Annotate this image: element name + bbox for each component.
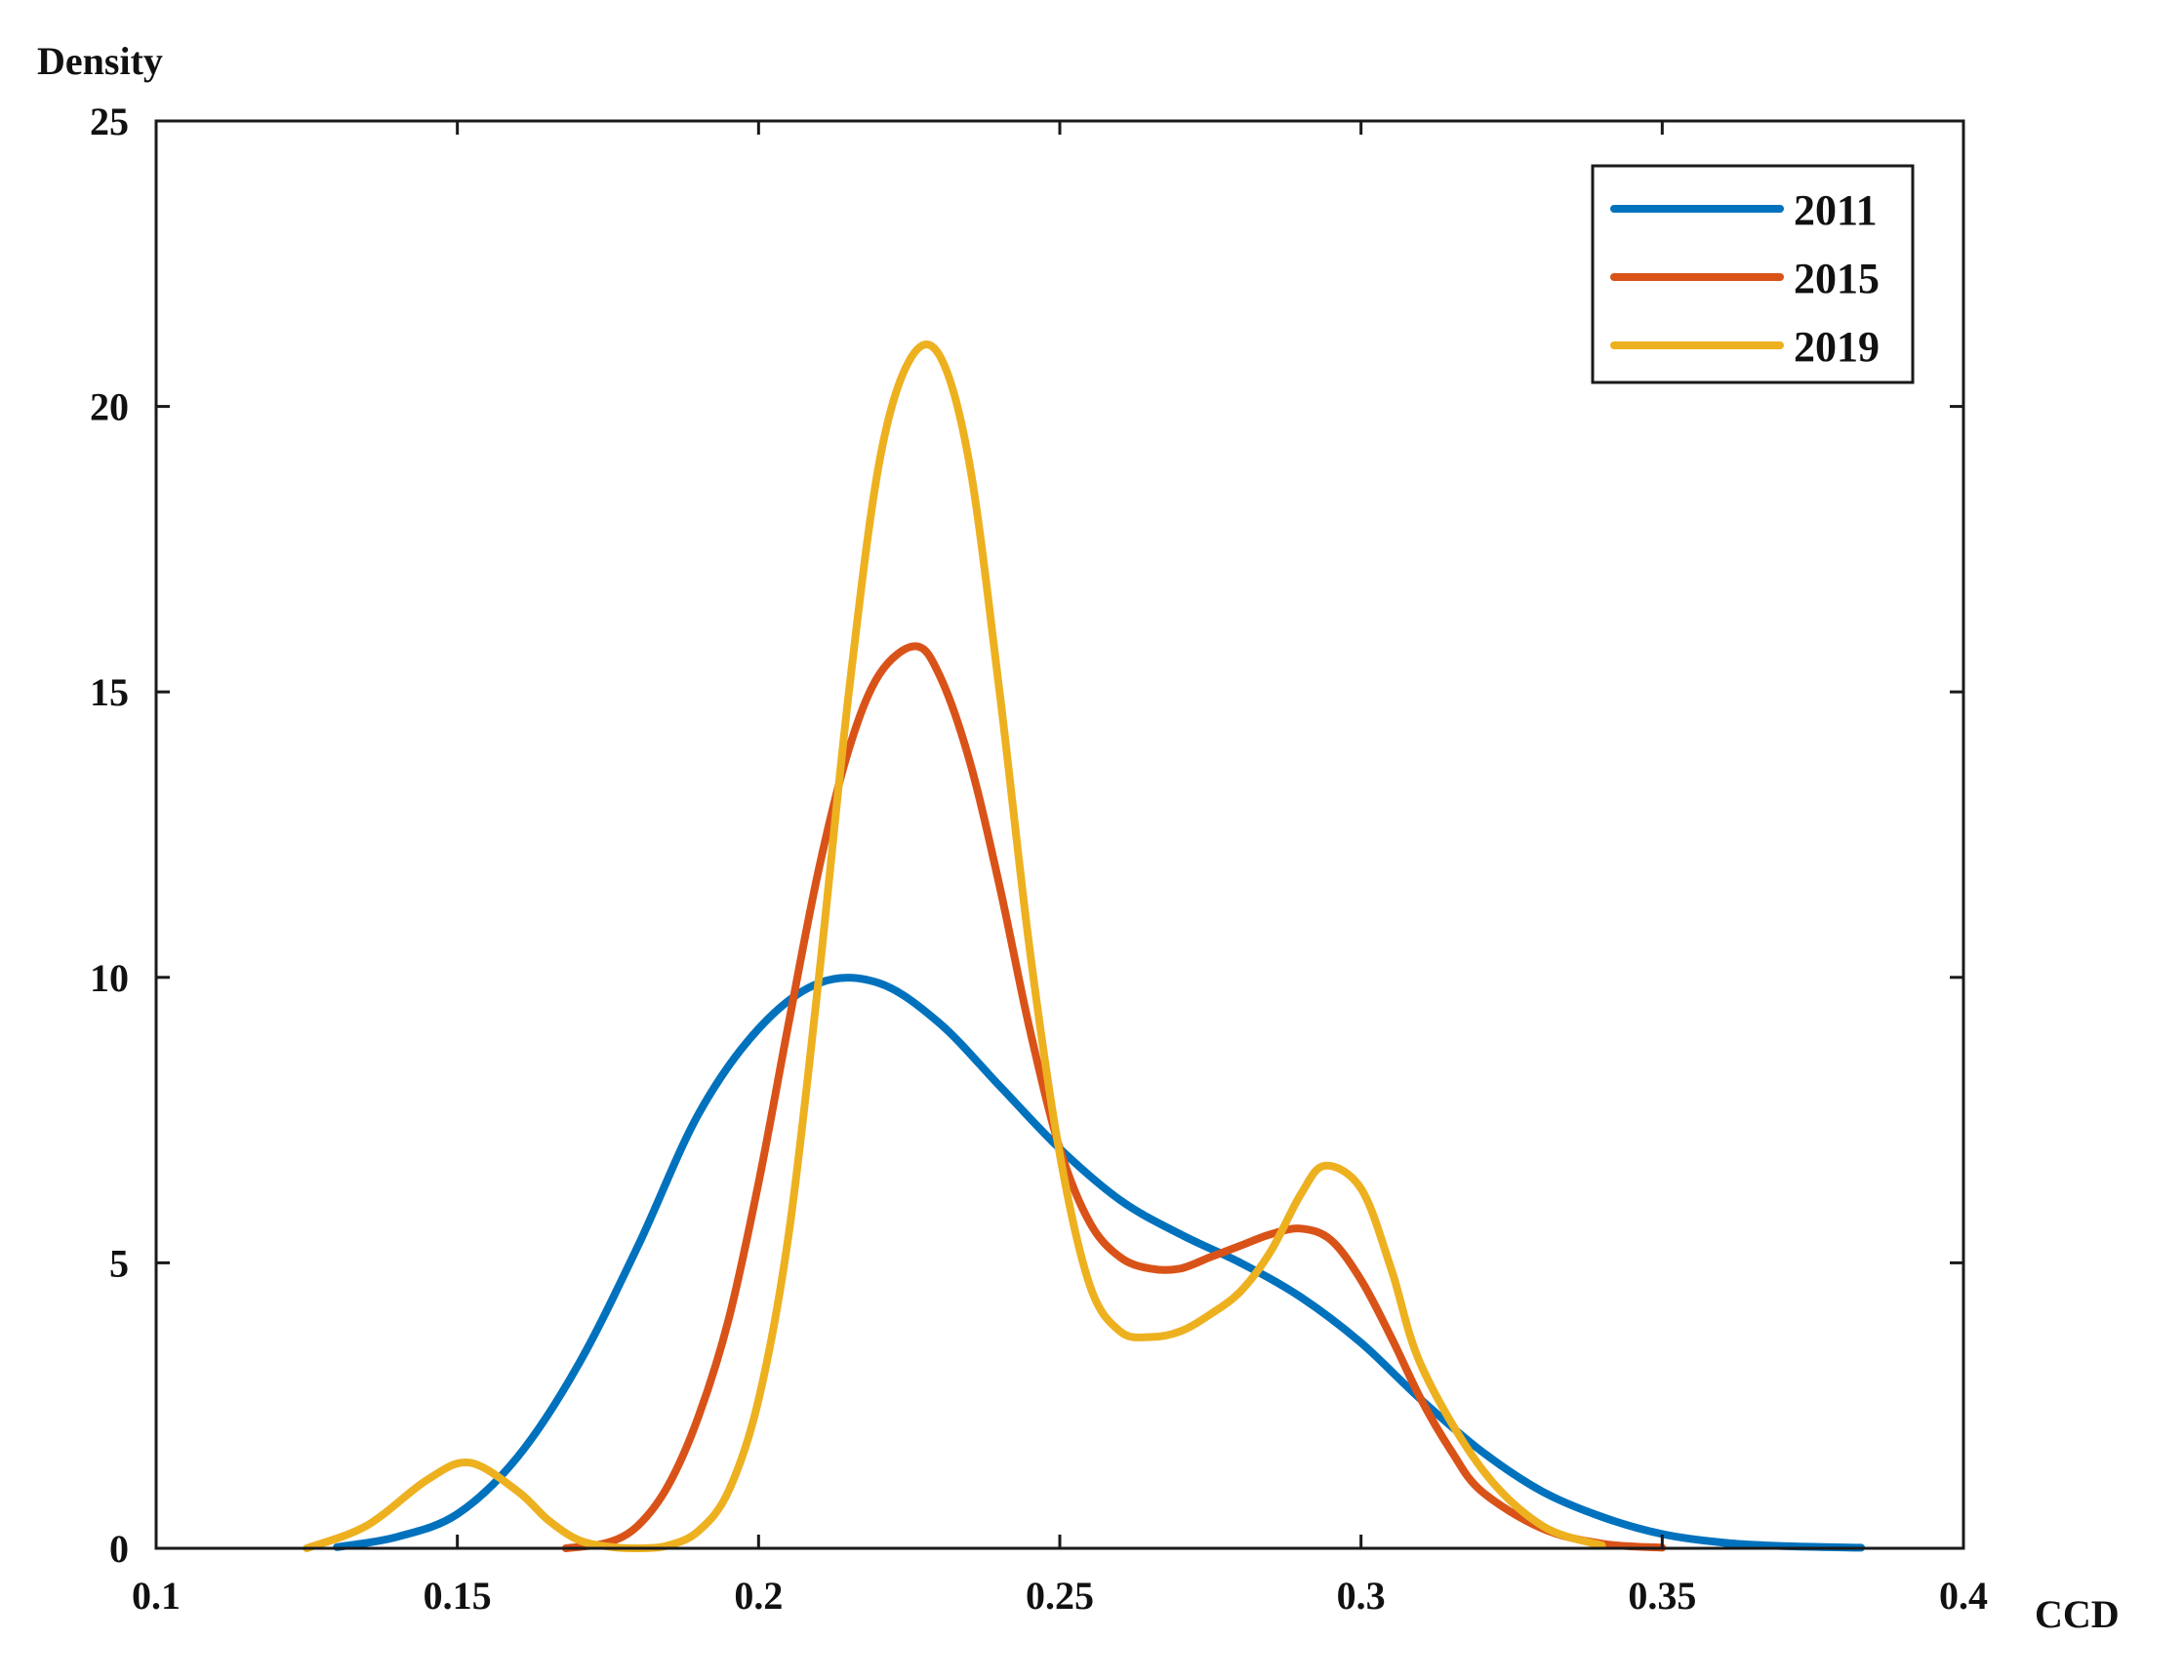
x-tick-label: 0.2	[734, 1574, 783, 1618]
y-tick-label: 15	[90, 670, 129, 714]
x-tick-label: 0.3	[1337, 1574, 1386, 1618]
x-tick-label: 0.15	[424, 1574, 492, 1618]
y-axis-label: Density	[37, 39, 163, 83]
y-tick-label: 0	[109, 1527, 129, 1571]
legend-label-2011: 2011	[1794, 186, 1878, 234]
y-tick-label: 25	[90, 100, 129, 143]
x-tick-label: 0.35	[1628, 1574, 1696, 1618]
x-axis-label: CCD	[2035, 1592, 2120, 1636]
y-tick-label: 20	[90, 385, 129, 429]
y-tick-label: 5	[109, 1241, 129, 1285]
series-line-2015	[561, 642, 1667, 1552]
x-tick-label: 0.4	[1939, 1574, 1988, 1618]
y-axis-ticks: 0 5 10 15 20 25	[90, 100, 1963, 1571]
legend: 2011 2015 2019	[1591, 164, 1915, 384]
x-tick-label: 0.25	[1026, 1574, 1094, 1618]
x-axis-ticks: 0.1 0.15 0.2 0.25 0.3 0.35 0.4	[132, 121, 1988, 1618]
legend-label-2019: 2019	[1794, 323, 1880, 371]
x-tick-label: 0.1	[132, 1574, 181, 1618]
legend-label-2015: 2015	[1794, 255, 1880, 302]
y-tick-label: 10	[90, 956, 129, 1000]
